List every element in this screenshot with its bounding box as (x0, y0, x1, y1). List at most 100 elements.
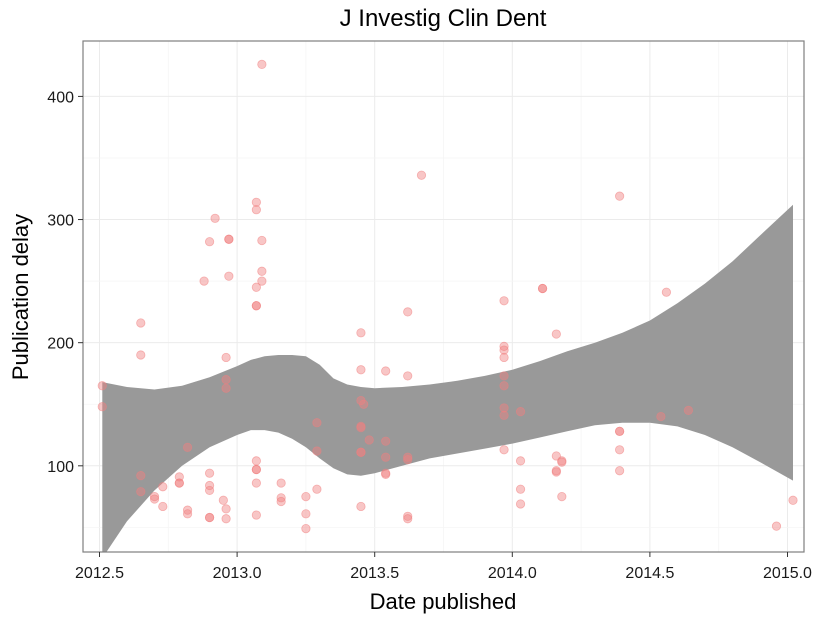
data-point-9 (158, 501, 168, 512)
data-point-102 (615, 426, 625, 436)
x-tick-label: 2013.0 (213, 565, 262, 582)
data-point-31 (224, 271, 234, 281)
data-point-96 (551, 467, 561, 477)
data-point-48 (276, 493, 286, 503)
data-point-7 (149, 494, 160, 504)
data-point-33 (251, 197, 261, 207)
data-point-1 (97, 402, 107, 412)
data-point-29 (221, 514, 231, 524)
data-point-42 (251, 510, 261, 520)
data-point-17 (204, 237, 215, 247)
y-tick-label: 300 (47, 213, 74, 230)
data-point-43 (257, 59, 267, 69)
data-point-106 (661, 287, 672, 297)
data-point-66 (381, 366, 391, 376)
data-point-38 (251, 456, 261, 466)
data-point-55 (312, 484, 322, 494)
data-point-60 (356, 423, 366, 433)
data-point-65 (364, 435, 374, 445)
data-point-47 (276, 478, 286, 488)
data-point-98 (557, 457, 567, 467)
data-point-0 (97, 381, 107, 391)
data-point-4 (136, 471, 146, 481)
data-point-6 (149, 491, 160, 502)
data-point-72 (403, 371, 413, 381)
data-point-26 (221, 375, 231, 385)
data-point-28 (221, 504, 231, 514)
data-point-16 (199, 276, 209, 286)
y-tick-label: 400 (47, 89, 74, 106)
y-axis-title: Publication delay (8, 214, 33, 380)
data-point-2 (136, 318, 146, 328)
data-point-93 (551, 329, 561, 339)
x-axis-title: Date published (370, 589, 517, 614)
data-point-22 (204, 512, 215, 523)
data-point-3 (136, 350, 146, 360)
x-axis-ticks: 2012.5 2013.0 2013.5 2014.0 2014.5 2015.0 (75, 552, 812, 582)
data-point-73 (403, 452, 413, 462)
data-point-54 (312, 446, 322, 456)
chart-title: J Investig Clin Dent (340, 5, 547, 32)
data-point-87 (515, 407, 526, 417)
data-point-109 (788, 495, 798, 505)
data-point-79 (499, 341, 509, 351)
data-point-15 (182, 509, 193, 519)
data-point-8 (158, 482, 168, 492)
data-point-19 (204, 480, 215, 491)
data-point-104 (615, 466, 625, 476)
y-tick-label: 100 (47, 459, 74, 476)
data-point-84 (499, 403, 509, 413)
data-point-32 (224, 234, 234, 244)
data-point-100 (615, 191, 625, 201)
data-point-77 (416, 170, 427, 180)
data-point-68 (381, 452, 391, 462)
data-point-108 (771, 521, 782, 531)
data-point-44 (257, 235, 267, 246)
data-point-50 (301, 491, 311, 502)
data-point-40 (251, 464, 261, 475)
x-tick-label: 2012.5 (75, 565, 124, 582)
data-point-13 (182, 442, 193, 452)
data-point-45 (257, 266, 267, 276)
data-point-20 (204, 485, 215, 496)
data-point-5 (136, 487, 146, 497)
data-point-78 (499, 296, 509, 306)
plot-panel-border (82, 40, 805, 553)
data-point-92 (537, 283, 548, 294)
data-point-18 (204, 468, 215, 478)
data-point-85 (499, 410, 509, 420)
data-point-51 (301, 509, 311, 519)
data-point-49 (276, 496, 286, 507)
data-point-25 (221, 352, 231, 363)
y-axis-ticks: 100 200 300 400 (47, 89, 83, 476)
data-point-53 (312, 418, 322, 428)
data-point-62 (356, 447, 366, 457)
data-point-89 (515, 484, 526, 494)
data-point-99 (557, 491, 567, 502)
data-point-75 (403, 511, 413, 521)
y-tick-label: 200 (47, 336, 74, 353)
data-point-27 (221, 383, 231, 393)
data-point-105 (656, 411, 666, 422)
data-point-63 (356, 501, 366, 512)
data-point-88 (515, 456, 526, 466)
data-point-107 (683, 405, 694, 415)
data-point-52 (301, 524, 311, 534)
data-point-41 (251, 478, 261, 488)
scatter-points (97, 59, 798, 534)
data-point-12 (174, 478, 184, 488)
data-point-82 (499, 371, 509, 381)
data-point-90 (515, 499, 526, 509)
data-point-37 (251, 301, 261, 311)
data-point-76 (403, 514, 413, 524)
data-point-23 (210, 213, 220, 223)
data-point-80 (499, 345, 509, 355)
data-point-83 (499, 381, 509, 391)
x-tick-label: 2014.0 (488, 565, 537, 582)
data-point-24 (218, 495, 228, 505)
x-tick-label: 2014.5 (625, 565, 674, 582)
data-point-46 (257, 276, 267, 286)
x-tick-label: 2013.5 (350, 565, 399, 582)
confidence-band (102, 204, 793, 552)
